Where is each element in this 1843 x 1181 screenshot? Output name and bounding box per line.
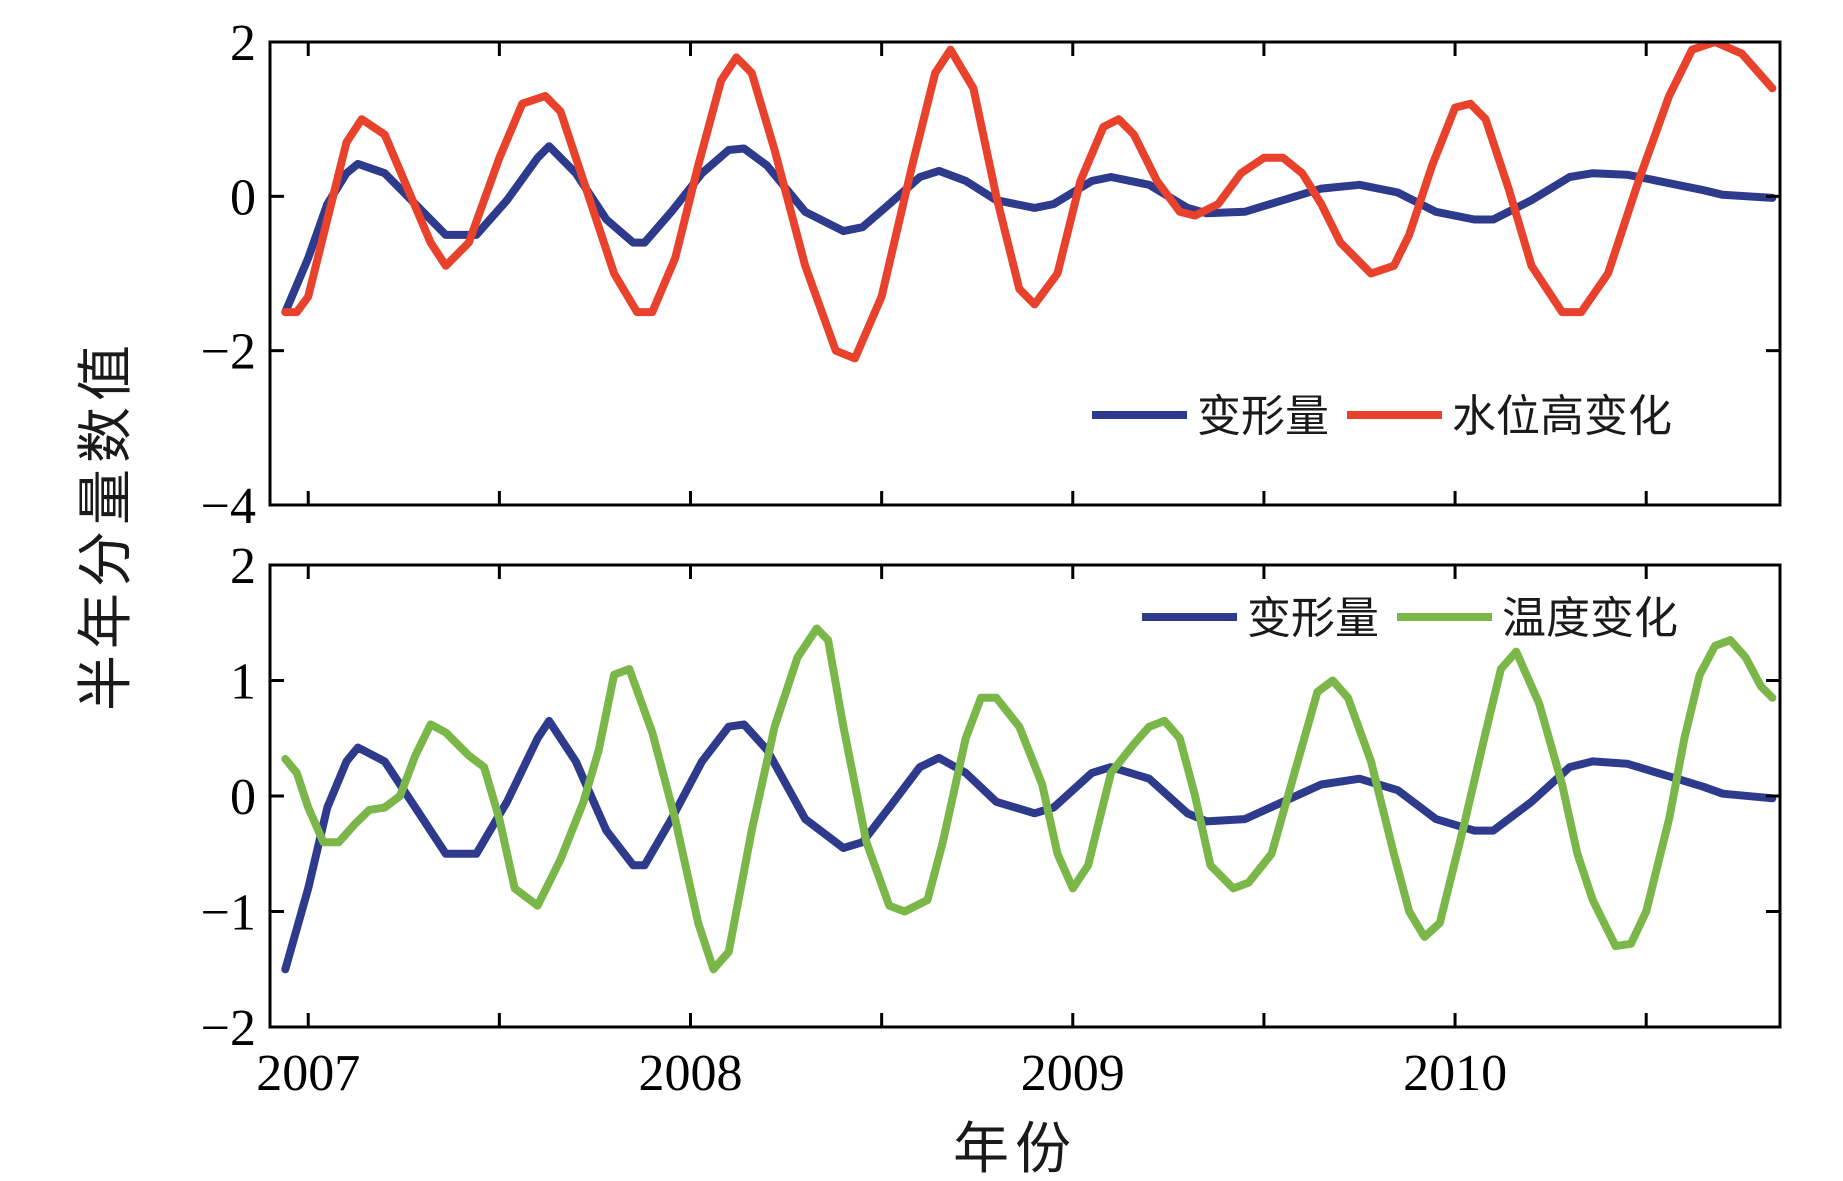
top-plot-frame [268,40,1782,507]
top-ytick-label: 0 [230,169,256,226]
x-axis-label: 年份 [953,1117,1077,1181]
bottom-ytick-label: 0 [230,769,256,826]
top-series-water-level [281,42,1777,363]
bottom-ytick-label: −1 [201,885,256,942]
bottom-xtick-label: 2009 [1021,1045,1125,1102]
bottom-series-temperature [281,624,1777,974]
top-panel: 2 0 −2 −4 变形量 水位高变化 [201,15,1782,535]
bottom-xtick-label: 2007 [256,1045,360,1102]
bottom-series-deformation [281,716,1777,974]
bottom-ytick-label: 2 [230,538,256,595]
top-legend-label: 变形量 [1197,391,1329,442]
y-axis-label: 半年分量数值 [74,339,139,711]
bottom-xtick-label: 2008 [639,1045,743,1102]
bottom-legend-label: 变形量 [1247,593,1379,644]
top-ytick-label: −4 [201,478,256,535]
top-ytick-label: 2 [230,15,256,72]
top-ytick-label: −2 [201,324,256,381]
bottom-xtick-label: 2010 [1403,1045,1507,1102]
top-legend-label: 水位高变化 [1452,391,1672,442]
top-series-deformation [281,142,1777,317]
bottom-legend-label: 温度变化 [1502,593,1678,644]
bottom-ytick-label: −2 [201,1000,256,1057]
bottom-ytick-label: 1 [230,654,256,711]
